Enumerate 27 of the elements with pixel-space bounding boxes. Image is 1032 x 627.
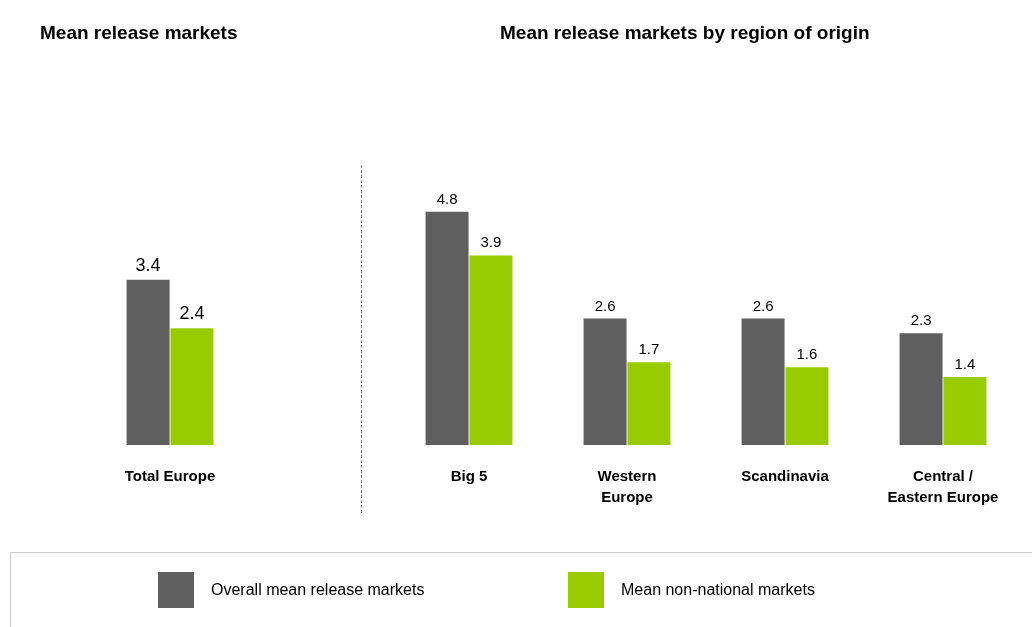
- data-label: 1.7: [638, 340, 660, 358]
- legend-label: Mean non-national markets: [621, 581, 815, 599]
- bar: [943, 376, 987, 445]
- data-label: 3.9: [480, 233, 502, 251]
- x-tick-label: Scandinavia: [741, 467, 830, 484]
- chart-title: Mean release markets: [40, 22, 238, 43]
- bar: [741, 318, 785, 445]
- data-label: 1.6: [796, 345, 818, 363]
- chart-title: Mean release markets by region of origin: [500, 22, 870, 43]
- data-label: 2.3: [910, 311, 932, 329]
- data-label: 3.4: [135, 254, 161, 275]
- bar: [899, 333, 943, 445]
- bar: [627, 362, 671, 445]
- x-tick-label: Central / Eastern Europe: [887, 467, 999, 505]
- data-label: 2.4: [179, 303, 205, 324]
- bar: [583, 318, 627, 445]
- bar: [785, 367, 829, 445]
- x-tick-label: Big 5: [450, 467, 488, 484]
- bar: [425, 211, 469, 445]
- bar: [469, 255, 513, 445]
- data-label: 4.8: [436, 189, 458, 207]
- x-tick-label: Total Europe: [124, 467, 216, 484]
- x-tick-label: Western Europe: [597, 467, 657, 505]
- legend-label: Overall mean release markets: [211, 581, 425, 599]
- data-label: 2.6: [752, 296, 774, 314]
- data-label: 1.4: [954, 354, 976, 372]
- data-label: 2.6: [594, 296, 616, 314]
